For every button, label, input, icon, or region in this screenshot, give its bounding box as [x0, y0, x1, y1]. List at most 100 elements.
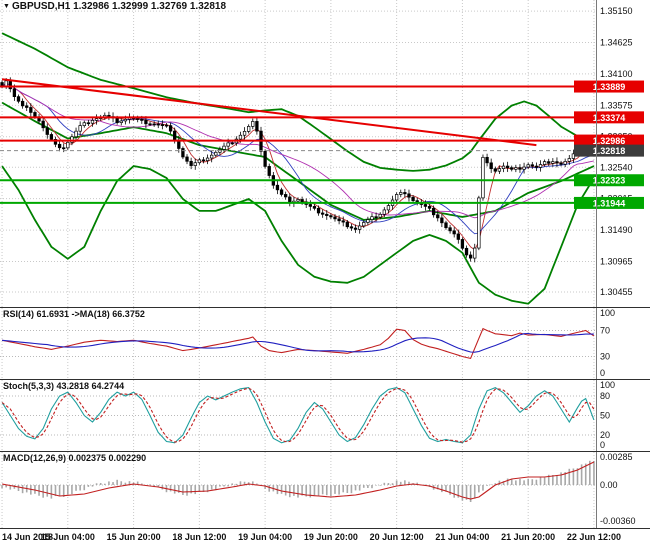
candle-body — [485, 156, 489, 164]
candle-body — [489, 162, 493, 170]
macd-histogram-bar — [34, 485, 36, 494]
macd-histogram-bar — [87, 485, 90, 487]
price-panel[interactable]: 1.351501.346251.341001.335751.330501.325… — [0, 0, 650, 307]
panel-divider — [0, 528, 650, 529]
macd-histogram-bar — [486, 485, 488, 486]
candle-body — [168, 125, 173, 132]
macd-histogram-bar — [17, 485, 20, 491]
descending-trendline[interactable] — [1, 78, 537, 147]
candlestick-chart[interactable]: 1.351501.346251.341001.335751.330501.325… — [0, 0, 650, 307]
candle-body — [210, 154, 214, 159]
bollinger-lower-band — [1, 165, 595, 305]
candle-body — [349, 226, 354, 229]
macd-histogram-bar — [408, 481, 410, 485]
candle-body — [362, 222, 366, 227]
candle-body — [358, 225, 362, 230]
macd-histogram-bar — [91, 485, 94, 487]
macd-histogram-bar — [157, 485, 160, 487]
candle-body — [115, 117, 119, 123]
macd-histogram-bar — [108, 481, 110, 485]
price-level-label-text: 1.32323 — [593, 176, 626, 186]
macd-histogram-bar — [325, 485, 328, 496]
candle-body — [477, 197, 481, 249]
candle-body — [345, 221, 349, 228]
candle-body — [501, 165, 506, 169]
macd-histogram-bar — [473, 485, 476, 499]
candle-body — [456, 233, 460, 240]
macd-histogram-bar — [313, 485, 316, 496]
macd-chart[interactable]: 0.00285 0.00 -0.00360 — [0, 452, 650, 528]
candle-body — [197, 159, 202, 164]
candle-body — [222, 145, 226, 150]
price-axis-tick: 1.35150 — [600, 6, 633, 16]
price-axis-tick: 1.34625 — [600, 37, 633, 47]
stoch-k-line — [1, 386, 595, 444]
price-level-label — [574, 144, 644, 157]
macd-histogram-bar — [194, 485, 197, 495]
stochastic-panel[interactable]: 100 80 50 20 0 Stoch(5,3,3) 43.2818 64.2744 — [0, 380, 650, 451]
candle-body — [45, 127, 49, 135]
candle-body — [205, 157, 210, 161]
symbol-marker-icon: ▼ — [3, 3, 10, 10]
candle-body — [4, 80, 8, 87]
candle-body — [300, 199, 304, 203]
macd-histogram-bar — [515, 480, 517, 485]
macd-histogram-bar — [424, 484, 427, 486]
macd-histogram-bar — [190, 485, 192, 494]
macd-histogram-bar — [75, 485, 77, 491]
candle-body — [312, 206, 317, 209]
macd-histogram-bar — [235, 483, 238, 485]
candle-body — [173, 130, 177, 141]
macd-histogram-bar — [338, 485, 340, 495]
macd-histogram-bar — [13, 485, 16, 489]
macd-histogram-bar — [589, 460, 591, 485]
price-axis-tick: 1.33575 — [600, 100, 633, 110]
time-axis[interactable]: 14 Jun 2018 15 Jun 04:00 15 Jun 20:00 18 Ju… — [0, 529, 650, 550]
candle-body — [12, 88, 17, 98]
candle-body — [403, 192, 407, 195]
macd-histogram-bar — [124, 482, 127, 485]
candle-body — [49, 134, 54, 140]
candle-body — [25, 105, 29, 108]
ma-medium-line — [1, 82, 595, 235]
macd-panel[interactable]: 0.00285 0.00 -0.00360 MACD(12,26,9) 0.0023… — [0, 452, 650, 528]
price-level-label — [574, 196, 644, 209]
macd-histogram-bar — [210, 485, 213, 490]
candle-body — [563, 161, 567, 165]
candle-body — [242, 131, 247, 136]
candle-body — [374, 216, 378, 219]
rsi-chart[interactable]: 100 70 30 0 — [0, 308, 650, 379]
candle-body — [214, 151, 218, 156]
indicator-axis-tick: 100 — [600, 380, 615, 390]
macd-histogram-bar — [556, 475, 558, 485]
macd-histogram-bar — [256, 483, 258, 485]
candle-body — [308, 204, 312, 207]
candle-body — [497, 168, 502, 172]
candle-body — [20, 100, 25, 107]
indicator-axis-tick: 30 — [600, 352, 610, 362]
macd-histogram-bar — [510, 479, 513, 485]
macd-histogram-bar — [584, 463, 587, 485]
macd-histogram-bar — [404, 480, 406, 485]
indicator-axis-tick: 0 — [600, 440, 605, 450]
macd-histogram-bar — [231, 483, 234, 485]
macd-histogram-bar — [1, 485, 3, 489]
candle-body — [160, 124, 165, 126]
candle-body — [94, 118, 99, 121]
candle-body — [321, 212, 325, 215]
candle-body — [226, 142, 230, 147]
macd-histogram-bar — [494, 483, 497, 485]
macd-histogram-bar — [202, 485, 205, 492]
macd-histogram-bar — [416, 482, 418, 485]
price-level-label-text: 1.32986 — [593, 136, 626, 146]
macd-histogram-bar — [436, 485, 439, 490]
macd-histogram-bar — [71, 485, 73, 495]
macd-histogram-bar — [371, 485, 373, 489]
macd-histogram-bar — [531, 479, 534, 485]
candle-body — [78, 125, 82, 132]
candle-body — [263, 150, 267, 167]
candle-body — [33, 112, 37, 118]
macd-histogram-bar — [79, 485, 81, 491]
rsi-panel[interactable]: 100 70 30 0 RSI(14) 61.6931 ->MA(18) 66.375… — [0, 308, 650, 379]
